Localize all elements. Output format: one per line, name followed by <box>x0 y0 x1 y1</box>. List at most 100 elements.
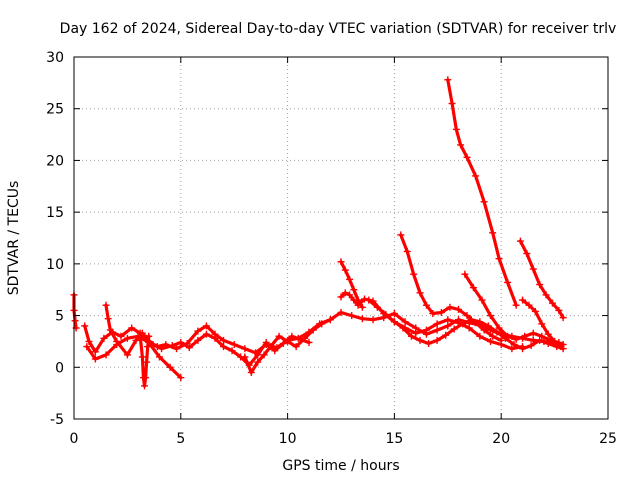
data-point <box>177 374 185 382</box>
data-point <box>463 153 471 161</box>
data-point <box>489 229 497 237</box>
data-point <box>117 332 125 340</box>
data-point <box>448 100 456 108</box>
data-point <box>551 337 559 345</box>
data-point <box>85 337 93 345</box>
data-point <box>504 332 512 340</box>
x-tick-label: 20 <box>492 431 510 447</box>
data-point <box>412 329 420 337</box>
data-point <box>416 289 424 297</box>
data-point <box>444 322 452 330</box>
data-point <box>433 336 441 344</box>
data-point <box>538 332 546 340</box>
y-tick-label: 20 <box>46 153 64 169</box>
data-point <box>262 338 270 346</box>
x-tick-label: 25 <box>599 431 617 447</box>
data-point <box>143 358 151 366</box>
data-point <box>301 334 309 342</box>
data-point <box>516 237 524 245</box>
data-point <box>230 341 238 349</box>
data-point <box>166 363 174 371</box>
data-point <box>397 231 405 239</box>
data-point <box>71 317 79 325</box>
data-point <box>168 342 176 350</box>
series-track-14 <box>519 296 565 351</box>
data-point <box>480 198 488 206</box>
data-point <box>155 353 163 361</box>
data-point <box>433 320 441 328</box>
series-trace <box>446 78 518 307</box>
series-track-10 <box>397 231 505 344</box>
data-point <box>548 299 556 307</box>
data-point <box>337 308 345 316</box>
data-point <box>442 331 450 339</box>
data-point <box>354 296 362 304</box>
y-tick-label: 25 <box>46 102 64 118</box>
data-point <box>373 303 381 311</box>
series-track-1 <box>70 291 80 332</box>
data-point <box>128 324 136 332</box>
data-point <box>358 303 366 311</box>
data-point <box>348 312 356 320</box>
data-point <box>469 284 477 292</box>
grid <box>74 57 608 419</box>
data-point <box>254 351 262 359</box>
data-point <box>416 336 424 344</box>
data-point <box>158 345 166 353</box>
data-point <box>465 324 473 332</box>
data-point <box>463 312 471 320</box>
data-point <box>461 270 469 278</box>
data-point <box>390 318 398 326</box>
series-track-11 <box>444 76 520 309</box>
x-tick-label: 0 <box>70 431 79 447</box>
data-point <box>360 295 368 303</box>
data-point <box>544 330 552 338</box>
data-point <box>531 307 539 315</box>
data-point <box>433 326 441 334</box>
data-point <box>140 382 148 390</box>
chart-title: Day 162 of 2024, Sidereal Day-to-day VTE… <box>60 21 617 37</box>
data-point <box>83 343 91 351</box>
data-point <box>104 315 112 323</box>
data-point <box>132 336 140 344</box>
data-point <box>138 353 146 361</box>
data-point <box>493 328 501 336</box>
data-point <box>369 316 377 324</box>
data-point <box>337 258 345 266</box>
data-point <box>185 344 193 352</box>
data-point <box>487 337 495 345</box>
data-point <box>457 141 465 149</box>
data-point <box>142 374 150 382</box>
data-point <box>202 330 210 338</box>
data-point <box>106 326 114 334</box>
series-track-6 <box>241 316 334 376</box>
data-point <box>211 334 219 342</box>
data-point <box>123 334 131 342</box>
data-point <box>512 335 520 343</box>
data-point <box>144 343 152 351</box>
data-point <box>288 332 296 340</box>
data-point <box>495 324 503 332</box>
data-point <box>444 316 452 324</box>
data-point <box>113 337 121 345</box>
data-point <box>429 310 437 318</box>
series-track-13 <box>516 237 567 322</box>
data-point <box>484 322 492 330</box>
data-point <box>271 347 279 355</box>
data-point <box>454 305 462 313</box>
data-point <box>512 301 520 309</box>
data-point <box>476 332 484 340</box>
data-point <box>318 320 326 328</box>
data-point <box>444 76 452 84</box>
data-point <box>459 320 467 328</box>
series-trace <box>367 298 565 351</box>
data-point <box>504 278 512 286</box>
data-point <box>495 255 503 263</box>
data-point <box>422 326 430 334</box>
data-point <box>538 320 546 328</box>
data-point <box>472 172 480 180</box>
data-point <box>123 351 131 359</box>
data-point <box>472 319 480 327</box>
data-point <box>557 343 565 351</box>
series-trace <box>243 318 332 375</box>
